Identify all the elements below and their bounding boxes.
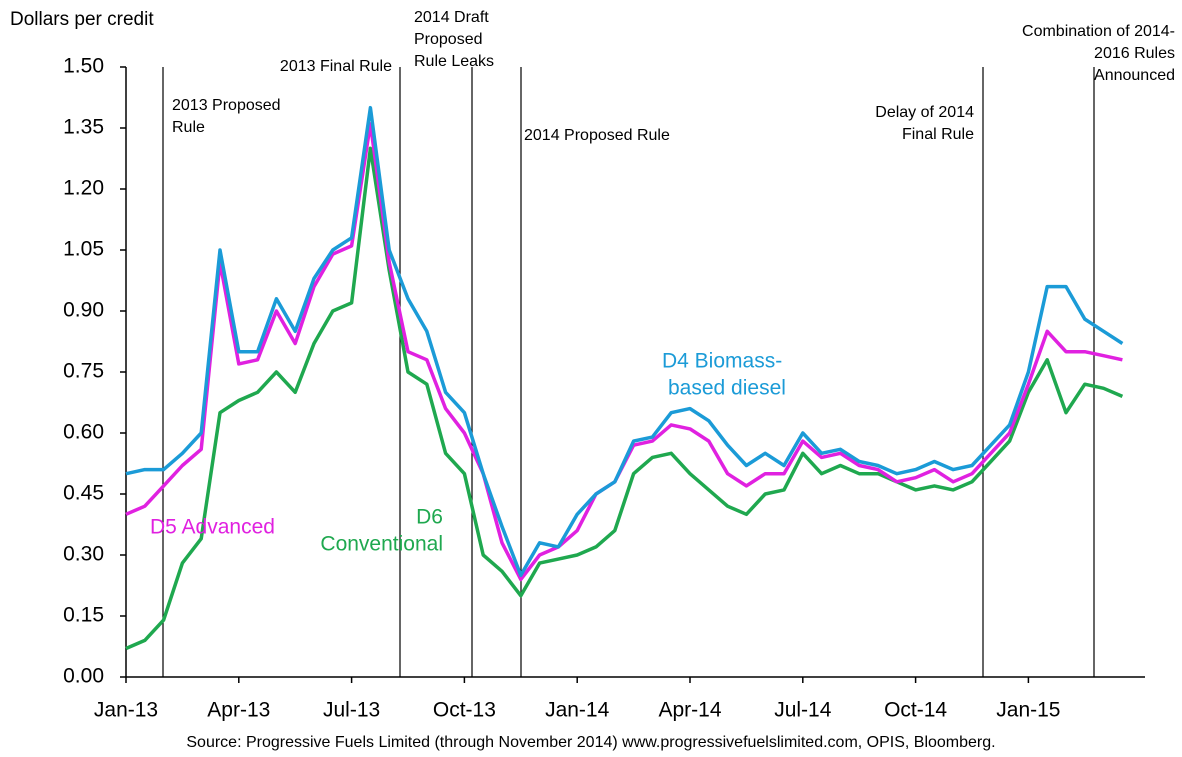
series-label: D4 Biomass- [662, 350, 782, 373]
annotation: Rule Leaks [414, 53, 494, 70]
annotation: Combination of 2014- [1022, 23, 1175, 40]
annotation: Rule [172, 119, 205, 136]
series-label: based diesel [668, 377, 786, 400]
x-tick-label: Jan-13 [94, 699, 158, 722]
annotation: 2014 Proposed Rule [524, 127, 670, 144]
y-tick-label: 0.30 [63, 543, 104, 566]
x-tick-label: Oct-14 [884, 699, 947, 722]
y-tick-label: 1.50 [63, 55, 104, 78]
y-tick-label: 0.75 [63, 360, 104, 383]
series-line [125, 122, 1123, 582]
annotation: 2013 Final Rule [280, 58, 392, 75]
y-tick-label: 0.45 [63, 482, 104, 505]
x-tick-label: Jan-15 [996, 699, 1060, 722]
annotation: Delay of 2014 [875, 104, 974, 121]
series-label: Conventional [320, 533, 443, 556]
y-tick-label: 0.90 [63, 299, 104, 322]
annotation: Proposed [414, 31, 483, 48]
x-tick-label: Jan-14 [545, 699, 610, 722]
x-tick-label: Apr-14 [658, 699, 721, 722]
annotation: 2014 Draft [414, 9, 489, 26]
x-tick-label: Apr-13 [207, 699, 270, 722]
x-tick-label: Oct-13 [433, 699, 496, 722]
x-tick-label: Jul-13 [323, 699, 380, 722]
annotation: Announced [1094, 67, 1175, 84]
source: Source: Progressive Fuels Limited (throu… [186, 734, 995, 751]
series-label: D5 Advanced [150, 516, 275, 539]
x-tick-label: Jul-14 [774, 699, 832, 722]
y-tick-label: 1.20 [63, 177, 104, 200]
annotation: 2016 Rules [1094, 45, 1175, 62]
series-line [125, 146, 1124, 651]
y-tick-label: 1.05 [63, 238, 104, 261]
annotation: Final Rule [902, 126, 974, 143]
annotation: 2013 Proposed [172, 97, 281, 114]
series-line [125, 105, 1124, 578]
y-tick-label: 0.00 [63, 665, 104, 688]
series-label: D6 [416, 506, 443, 529]
y-tick-label: 1.35 [63, 116, 104, 139]
y-tick-label: 0.60 [63, 421, 104, 444]
y-tick-label: 0.15 [63, 604, 104, 627]
y-axis-label: Dollars per credit [10, 9, 154, 30]
